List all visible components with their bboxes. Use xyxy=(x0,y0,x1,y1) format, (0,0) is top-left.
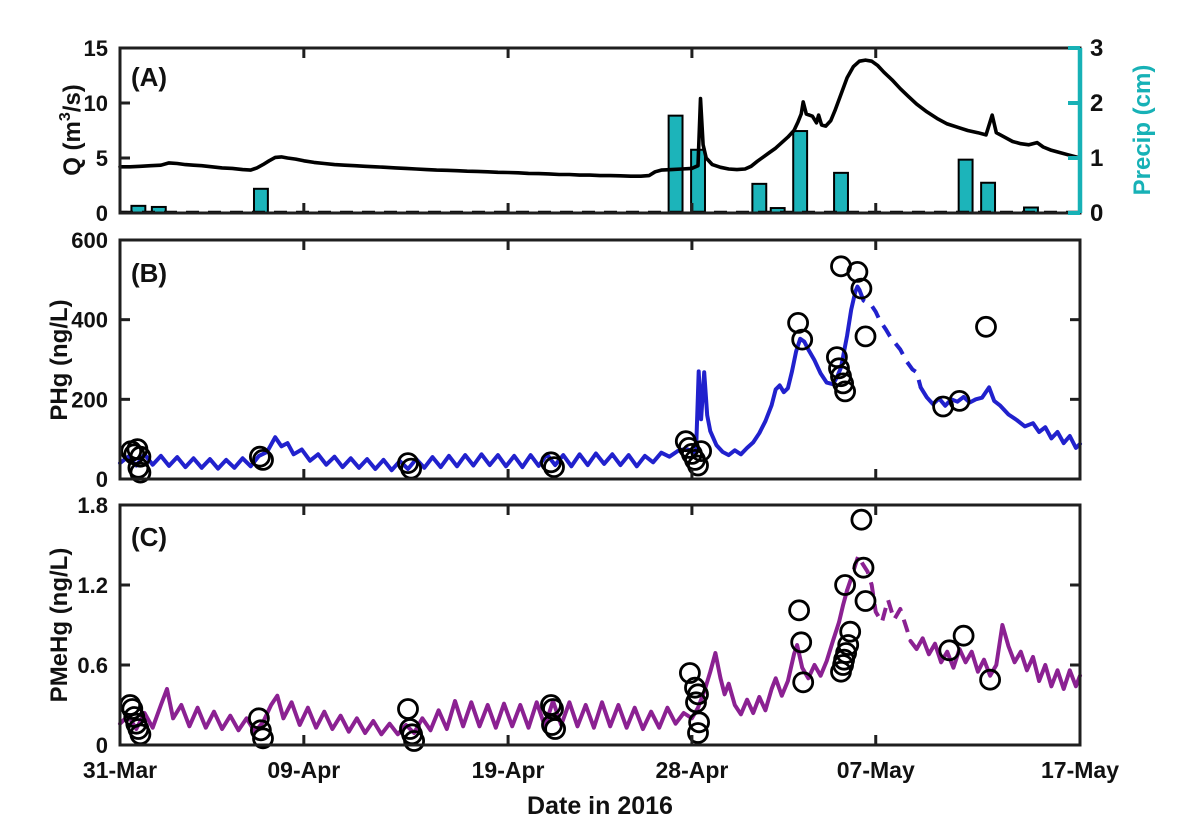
precip-tick-label: 0 xyxy=(1090,200,1103,227)
data-point-circle xyxy=(129,461,152,484)
phg-model-tail-line xyxy=(918,385,1082,450)
x-tick-label: 07-May xyxy=(837,757,915,783)
data-point-circle xyxy=(679,662,701,684)
data-point-circle xyxy=(540,451,562,474)
data-point-circle xyxy=(850,508,873,531)
precip-tick-label: 1 xyxy=(1090,145,1103,172)
data-point-circle xyxy=(129,445,152,468)
axes-box xyxy=(118,238,1082,481)
phg-axis-label: PHg (ng/L) xyxy=(46,299,73,420)
precip-tick-label: 2 xyxy=(1090,90,1103,117)
precip-bar xyxy=(957,158,974,214)
data-point-circle xyxy=(979,668,1001,691)
data-point-circle xyxy=(837,634,860,656)
x-tick-label: 17-May xyxy=(1041,757,1119,783)
y-tick-label: 15 xyxy=(84,36,108,61)
data-point-circle xyxy=(403,730,426,752)
data-point-circle xyxy=(854,590,877,612)
y-tick-label: 1.2 xyxy=(77,573,108,598)
data-point-circle xyxy=(834,574,856,596)
precip-bar xyxy=(667,114,684,214)
tick-marks xyxy=(118,503,1082,747)
data-point-circle xyxy=(687,722,709,744)
panel-a: 0 5 10 15 0 1 2 3 xyxy=(84,35,1104,227)
phg-model-line xyxy=(118,284,862,473)
panel-background xyxy=(120,240,1080,479)
data-point-circle xyxy=(544,718,566,740)
data-point-circle xyxy=(850,277,873,300)
data-point-circle xyxy=(121,698,144,720)
y-tick-label: 0.6 xyxy=(77,653,108,678)
precip-bar xyxy=(980,181,997,214)
data-point-circle xyxy=(938,639,961,662)
data-point-circle xyxy=(790,631,813,654)
panel-b-letter: (B) xyxy=(131,258,167,288)
panel-background xyxy=(120,48,1080,213)
panel-c: 0 0.6 1.2 1.8 xyxy=(77,493,1082,758)
data-point-circle xyxy=(854,325,877,348)
y-tick-label: 400 xyxy=(71,308,108,333)
y-tick-label: 10 xyxy=(84,91,108,116)
x-tick-label: 09-Apr xyxy=(267,757,340,783)
data-point-circle xyxy=(948,389,971,412)
data-point-circle xyxy=(834,380,856,403)
data-point-circle xyxy=(248,445,271,468)
panel-a-letter: (A) xyxy=(131,62,167,92)
x-tick-label: 31-Mar xyxy=(83,757,157,783)
pmehg-model-tail-line xyxy=(908,623,1082,691)
data-point-circle xyxy=(832,372,854,395)
data-point-circle xyxy=(541,714,563,736)
panel-b: 0 200 400 600 xyxy=(71,228,1082,492)
q-axis-label: Q (m3/s) xyxy=(57,84,86,176)
tick-marks xyxy=(118,238,1082,481)
data-point-circle xyxy=(952,624,975,647)
data-point-circle xyxy=(690,440,712,463)
data-point-circle xyxy=(975,315,997,338)
data-point-circle xyxy=(687,683,709,706)
y-tick-label: 200 xyxy=(71,387,108,412)
pmehg-axis-label: PMeHg (ng/L) xyxy=(46,548,73,703)
data-point-circle xyxy=(688,711,710,734)
x-tick-label: 28-Apr xyxy=(655,757,728,783)
precip-bar xyxy=(252,187,269,215)
data-point-circle xyxy=(543,456,565,479)
data-point-circle xyxy=(252,448,274,471)
y-tick-label: 0 xyxy=(96,467,108,492)
y-tick-label: 0 xyxy=(96,733,108,758)
data-point-circle xyxy=(839,620,862,643)
data-point-circle xyxy=(791,328,814,351)
phg-observed-points xyxy=(120,255,997,484)
precip-bar xyxy=(792,130,809,214)
y-tick-label: 5 xyxy=(96,146,108,171)
data-point-circle xyxy=(792,671,815,694)
y-tick-label: 1.8 xyxy=(77,493,108,518)
precip-tick-label: 3 xyxy=(1090,35,1103,62)
phg-model-gap-line xyxy=(857,289,923,388)
axes-box xyxy=(118,503,1082,747)
data-point-circle xyxy=(788,599,810,622)
y-tick-label: 600 xyxy=(71,228,108,253)
panel-c-letter: (C) xyxy=(131,522,167,552)
precip-bar xyxy=(833,171,849,215)
discharge-line xyxy=(118,58,1082,178)
data-point-circle xyxy=(685,691,707,714)
precip-axis-label: Precip (cm) xyxy=(1129,65,1156,196)
data-point-circle xyxy=(247,707,270,730)
data-point-circle xyxy=(687,454,709,477)
x-tick-label: 19-Apr xyxy=(472,757,545,783)
x-axis-title: Date in 2016 xyxy=(527,792,673,820)
y-tick-label: 0 xyxy=(96,201,108,226)
precip-bar xyxy=(751,182,768,215)
data-point-circle xyxy=(852,556,875,579)
data-point-circle xyxy=(252,727,274,750)
